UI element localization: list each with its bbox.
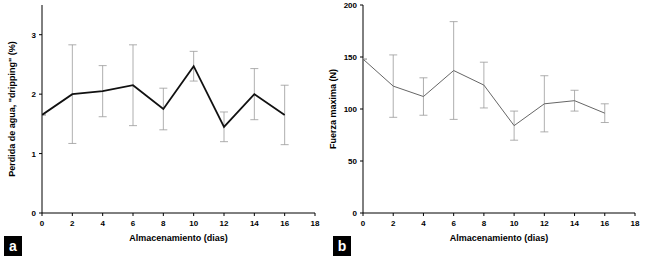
x-tick [514, 213, 515, 216]
x-tick-label: 12 [220, 219, 229, 228]
plot-area [363, 22, 609, 141]
x-axis-label: Almacenamiento (dias) [450, 233, 549, 243]
x-tick-label: 12 [540, 219, 549, 228]
y-tick-label: 200 [344, 1, 358, 10]
x-tick [604, 213, 605, 216]
x-tick [284, 213, 285, 216]
x-tick [423, 213, 424, 216]
x-tick-label: 4 [421, 219, 426, 228]
x-tick-label: 0 [40, 219, 45, 228]
panel-label-box [4, 236, 22, 256]
y-tick-label: 50 [348, 157, 357, 166]
x-tick [133, 213, 134, 216]
y-tick [360, 161, 363, 162]
x-axis-label: Almacenamiento (dias) [129, 233, 228, 243]
y-axis [42, 5, 43, 213]
panel-label: a [9, 238, 17, 254]
y-tick [360, 5, 363, 6]
x-tick [315, 213, 316, 216]
y-tick-label: 0 [353, 209, 358, 218]
y-tick [360, 109, 363, 110]
x-tick-label: 2 [391, 219, 396, 228]
data-line [363, 59, 605, 126]
y-tick [39, 34, 42, 35]
figure: 0246810121416180123Almacenamiento (dias)… [0, 0, 647, 261]
y-axis-label: Perdida de agua, "dripping" (%) [7, 41, 17, 177]
y-tick-label: 150 [344, 53, 358, 62]
y-tick-label: 0 [32, 209, 37, 218]
chart-panel: 0 2 4 6 8 10 12 14 16 18 0 50 100 150 200 Almacenamient… [328, 1, 640, 256]
y-tick [39, 94, 42, 95]
y-tick [360, 57, 363, 58]
y-tick [39, 153, 42, 154]
y-axis-label: Fuerza maxima (N) [328, 69, 338, 149]
x-tick-label: 18 [311, 219, 320, 228]
x-tick-label: 14 [250, 219, 259, 228]
x-axis [363, 213, 635, 214]
x-tick-label: 10 [510, 219, 519, 228]
x-tick-label: 16 [280, 219, 289, 228]
x-tick-label: 10 [189, 219, 198, 228]
y-tick [39, 213, 42, 214]
x-tick [193, 213, 194, 216]
x-tick-label: 0 [361, 219, 366, 228]
x-tick-label: 14 [570, 219, 579, 228]
panel-label-box [333, 236, 351, 256]
chart-panel: 0246810121416180123Almacenamiento (dias)… [4, 5, 320, 256]
x-tick [635, 213, 636, 216]
x-tick [102, 213, 103, 216]
x-tick-label: 16 [600, 219, 609, 228]
x-tick [544, 213, 545, 216]
x-tick-label: 8 [482, 219, 487, 228]
x-tick-label: 2 [70, 219, 75, 228]
x-tick [254, 213, 255, 216]
x-tick [574, 213, 575, 216]
x-tick-label: 6 [131, 219, 136, 228]
x-tick [393, 213, 394, 216]
x-tick [453, 213, 454, 216]
x-tick-label: 6 [451, 219, 456, 228]
x-tick [224, 213, 225, 216]
plot-area [42, 45, 289, 145]
x-axis [42, 213, 315, 214]
x-tick [483, 213, 484, 216]
data-line [42, 66, 285, 127]
y-tick [360, 213, 363, 214]
panel-label: b [338, 238, 347, 254]
y-tick-label: 1 [32, 150, 37, 159]
y-tick-label: 2 [32, 90, 37, 99]
x-tick-label: 4 [100, 219, 105, 228]
x-tick [72, 213, 73, 216]
x-tick-label: 18 [631, 219, 640, 228]
x-tick [163, 213, 164, 216]
x-tick-label: 8 [161, 219, 166, 228]
y-tick-label: 100 [344, 105, 358, 114]
y-tick-label: 3 [32, 31, 37, 40]
